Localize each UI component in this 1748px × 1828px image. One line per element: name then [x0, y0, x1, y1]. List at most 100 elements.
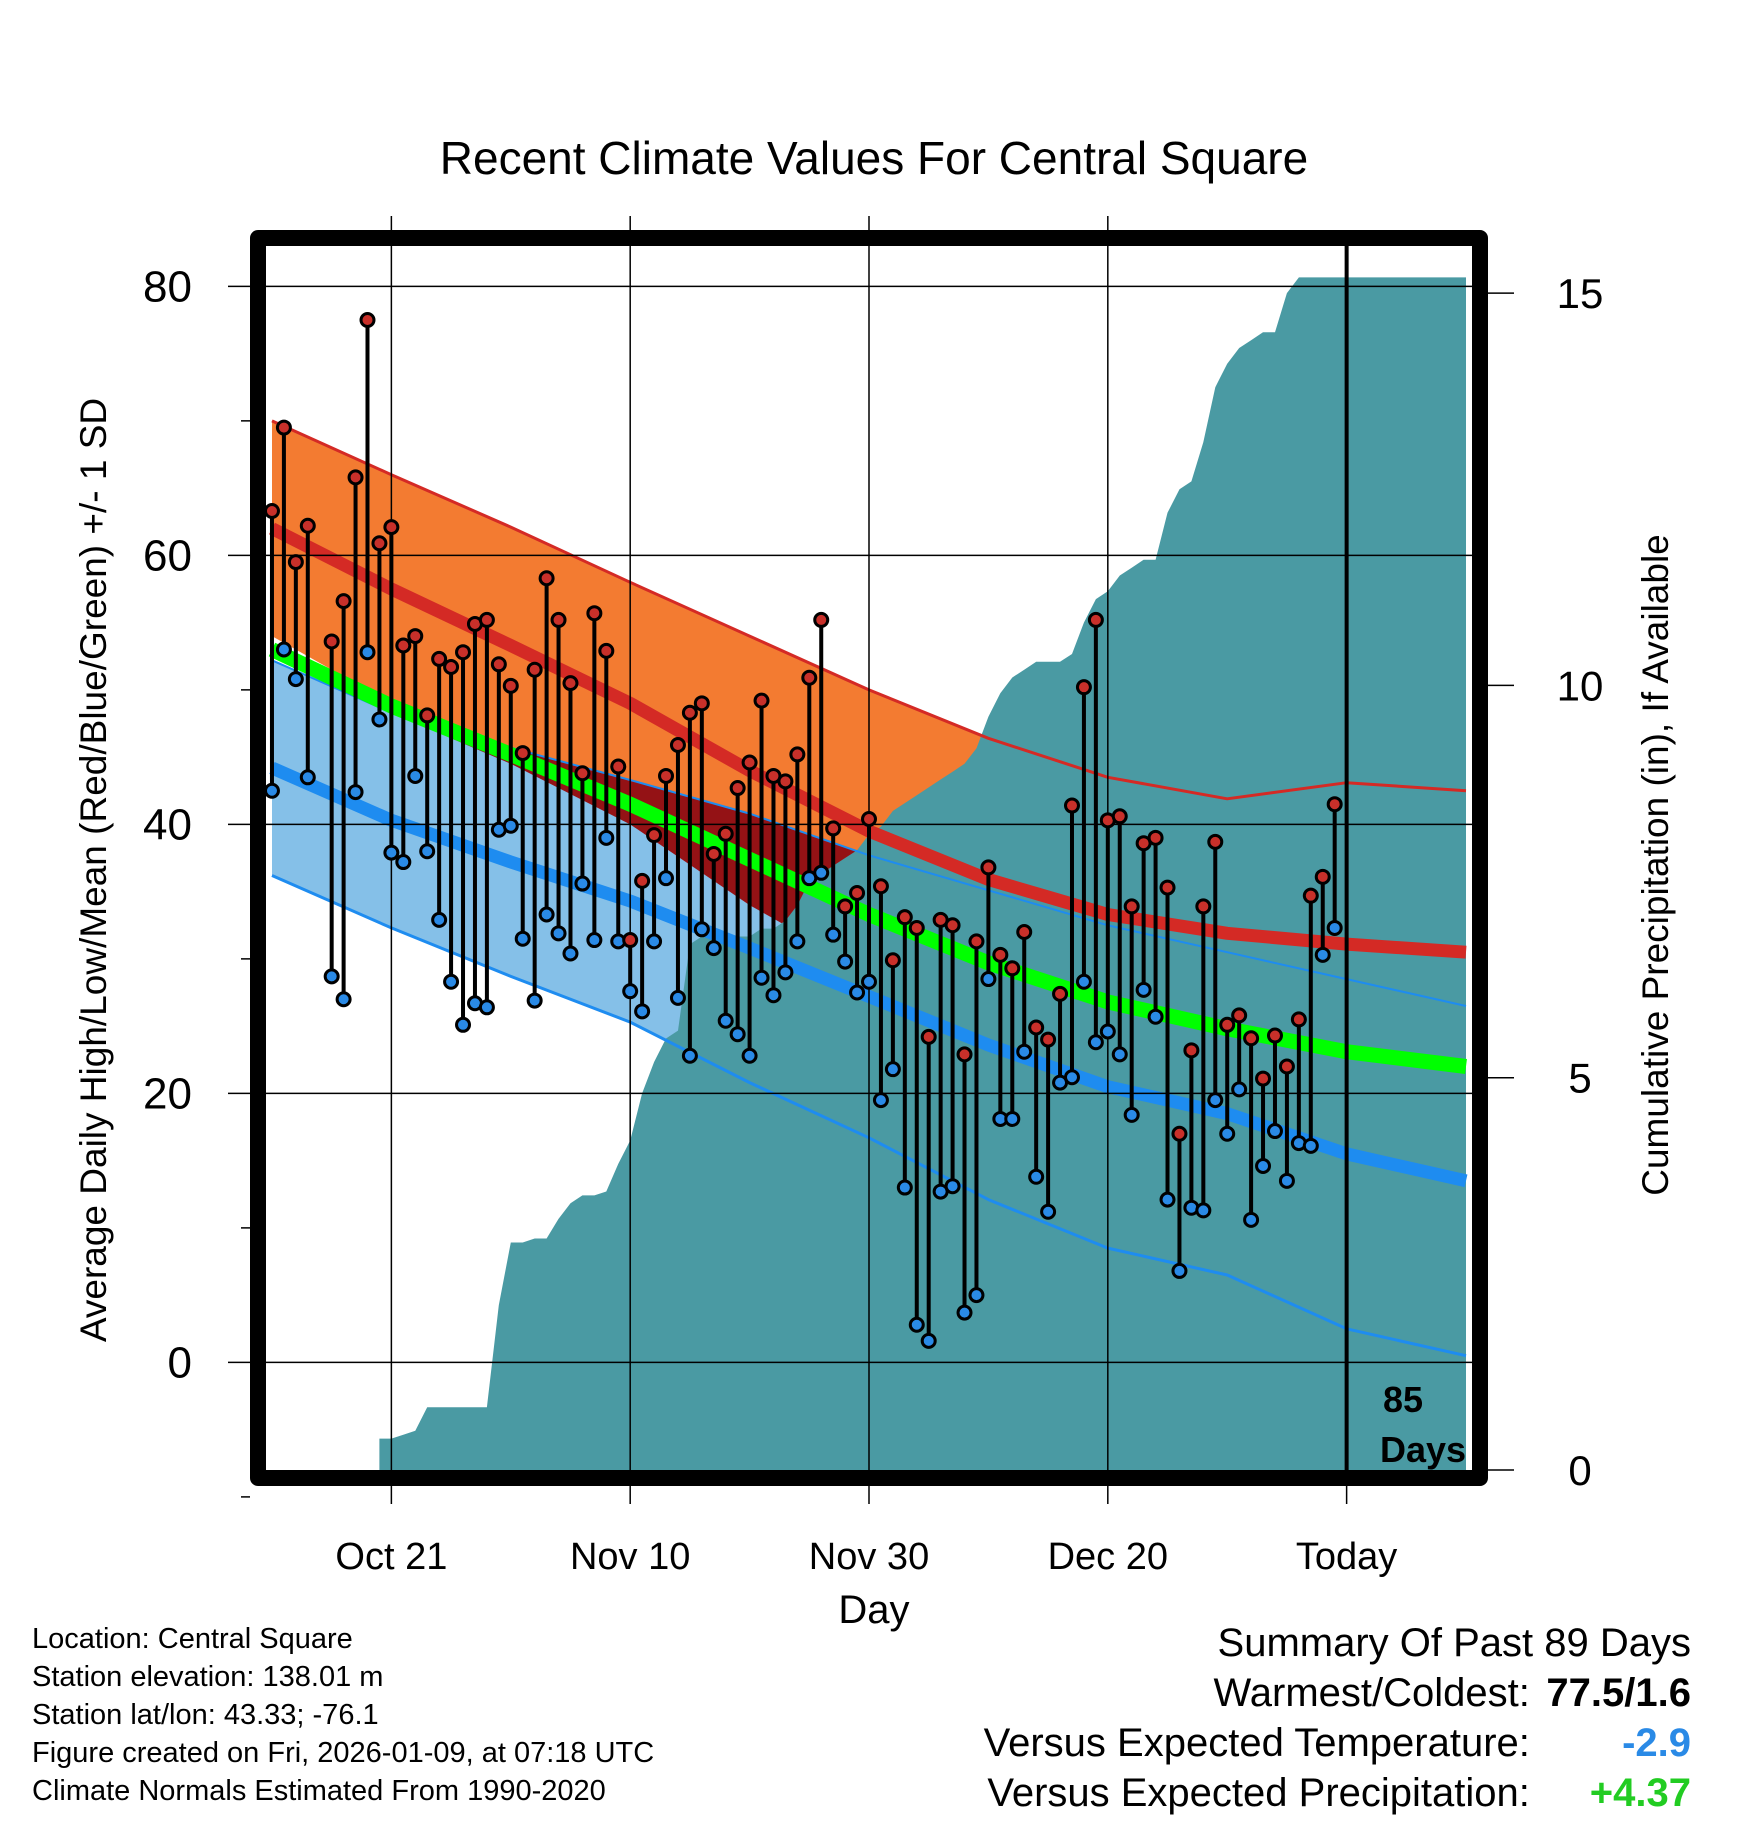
obs-low-point: [705, 940, 722, 957]
obs-high-point: [777, 773, 794, 790]
obs-high-point: [658, 767, 675, 784]
obs-high-point: [371, 535, 388, 552]
obs-low-point: [407, 767, 424, 784]
warmest-label: Warmest/Coldest:: [1213, 1671, 1530, 1715]
obs-low-point: [359, 644, 376, 661]
today-annotation-line2: Days: [1380, 1429, 1466, 1470]
obs-high-point: [395, 637, 412, 654]
plot-frame: [250, 230, 1488, 1486]
obs-low-point: [634, 1003, 651, 1020]
created-text: Figure created on Fri, 2026-01-09, at 07…: [32, 1737, 655, 1769]
obs-low-point: [502, 817, 519, 834]
obs-low-point: [550, 925, 567, 942]
obs-high-point: [1195, 898, 1212, 915]
obs-low-point: [622, 983, 639, 1000]
obs-high-point: [622, 932, 639, 949]
obs-high-point: [1040, 1031, 1057, 1048]
obs-high-point: [1231, 1007, 1248, 1024]
obs-high-point: [502, 677, 519, 694]
obs-high-point: [1063, 797, 1080, 814]
left-tick-label: 80: [143, 262, 192, 311]
obs-low-point: [1207, 1092, 1224, 1109]
obs-high-point: [896, 909, 913, 926]
obs-low-point: [646, 933, 663, 950]
obs-low-point: [562, 945, 579, 962]
obs-high-point: [287, 554, 304, 571]
obs-high-point: [693, 695, 710, 712]
obs-high-point: [514, 745, 531, 762]
obs-low-point: [741, 1047, 758, 1064]
left-axis-label: Average Daily High/Low/Mean (Red/Blue/Gr…: [73, 398, 114, 1342]
obs-low-point: [944, 1178, 961, 1195]
obs-high-point: [646, 827, 663, 844]
obs-high-point: [825, 820, 842, 837]
obs-low-point: [813, 864, 830, 881]
obs-high-point: [705, 845, 722, 862]
obs-high-point: [359, 311, 376, 328]
warmest-value: 77.5/1.6: [1546, 1671, 1691, 1715]
obs-low-point: [1004, 1110, 1021, 1127]
obs-high-point: [861, 810, 877, 827]
obs-high-point: [490, 656, 507, 673]
summary-heading: Summary Of Past 89 Days: [1217, 1621, 1691, 1665]
obs-high-point: [1111, 808, 1128, 825]
obs-low-point: [419, 843, 436, 860]
obs-high-point: [538, 570, 555, 587]
x-axis-label: Day: [838, 1588, 909, 1632]
obs-high-point: [872, 878, 889, 895]
obs-low-point: [586, 932, 603, 949]
obs-high-point: [801, 669, 818, 686]
obs-low-point: [1028, 1168, 1045, 1185]
obs-high-point: [419, 707, 436, 724]
obs-low-point: [335, 991, 352, 1008]
obs-high-point: [849, 884, 866, 901]
precip-area: [379, 277, 1466, 1470]
obs-high-point: [1278, 1058, 1295, 1075]
obs-high-point: [837, 898, 854, 915]
station-info: Location: Central Square Station elevati…: [32, 1620, 654, 1810]
obs-low-point: [263, 782, 280, 799]
obs-low-point: [884, 1061, 901, 1078]
obs-high-point: [920, 1028, 937, 1045]
obs-high-point: [956, 1046, 973, 1063]
obs-low-point: [753, 969, 770, 986]
obs-high-point: [729, 780, 746, 797]
obs-high-point: [1183, 1042, 1200, 1059]
obs-high-point: [574, 765, 591, 782]
obs-high-point: [1326, 796, 1343, 813]
obs-low-point: [1135, 981, 1152, 998]
obs-low-point: [693, 921, 710, 938]
obs-high-point: [1255, 1070, 1272, 1087]
obs-high-point: [1016, 923, 1033, 940]
obs-low-point: [275, 641, 292, 658]
obs-high-point: [1159, 879, 1176, 896]
obs-high-point: [1302, 887, 1319, 904]
right-axis-label: Cumulative Precipitation (in), If Availa…: [1635, 534, 1676, 1196]
obs-high-point: [299, 517, 316, 534]
obs-low-point: [717, 1012, 734, 1029]
x-tick-label: Today: [1296, 1536, 1397, 1578]
obs-low-point: [956, 1304, 973, 1321]
obs-high-point: [1123, 898, 1140, 915]
obs-low-point: [980, 971, 997, 988]
obs-high-point: [1207, 833, 1224, 850]
temp-anomaly-label: Versus Expected Temperature:: [983, 1721, 1530, 1765]
obs-low-point: [574, 875, 591, 892]
obs-high-point: [1004, 960, 1021, 977]
obs-low-point: [1255, 1158, 1272, 1175]
obs-low-point: [526, 992, 543, 1009]
obs-high-point: [681, 704, 698, 721]
obs-high-point: [968, 933, 985, 950]
obs-low-point: [1219, 1125, 1236, 1142]
summary-warmest-row: Warmest/Coldest: 77.5/1.6: [984, 1668, 1692, 1718]
obs-high-point: [586, 605, 603, 622]
obs-high-point: [1075, 679, 1092, 696]
right-tick-label: 10: [1557, 662, 1604, 709]
obs-low-point: [598, 829, 615, 846]
precip-anomaly-label: Versus Expected Precipitation:: [987, 1771, 1530, 1815]
obs-low-point: [1159, 1191, 1176, 1208]
obs-low-point: [443, 973, 460, 990]
obs-low-point: [1231, 1081, 1248, 1098]
today-annotation: 85 Days: [1380, 1379, 1466, 1470]
